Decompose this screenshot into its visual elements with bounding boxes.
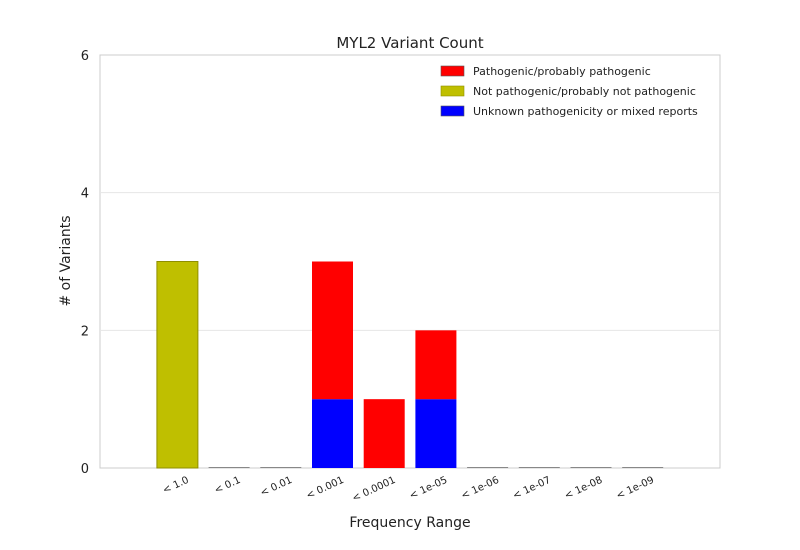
bar-0-3	[312, 399, 353, 468]
bar-0-5	[415, 399, 457, 468]
legend-swatch	[440, 65, 465, 77]
bar-2-4	[363, 399, 405, 468]
legend-swatch	[440, 105, 465, 117]
bar-1-0	[156, 261, 199, 469]
x-tick-label: < 1e-06	[460, 475, 501, 502]
x-tick-label: < 0.1	[213, 475, 243, 497]
x-tick-label: < 1.0	[161, 475, 191, 497]
x-axis-label: Frequency Range	[349, 515, 470, 531]
x-tick-label: < 1e-09	[615, 475, 656, 502]
plot-area	[99, 54, 721, 469]
legend-label: Pathogenic/probably pathogenic	[473, 65, 651, 78]
y-tick-label: 2	[81, 324, 89, 339]
y-tick-label: 0	[81, 462, 89, 477]
y-tick-label: 6	[81, 49, 89, 64]
x-tick-label: < 1e-07	[511, 475, 552, 502]
chart-title: MYL2 Variant Count	[336, 34, 483, 52]
legend-label: Not pathogenic/probably not pathogenic	[473, 85, 696, 98]
grid-lines	[100, 192, 720, 331]
y-tick-labels: 0 2 4 6	[81, 49, 89, 477]
legend-swatch	[440, 85, 465, 97]
bar-2-5	[415, 330, 457, 400]
x-tick-label: < 0.0001	[351, 475, 398, 505]
x-tick-label: < 1e-08	[563, 475, 604, 502]
y-tick-label: 4	[81, 187, 89, 202]
x-tick-labels: < 1.0 < 0.1 < 0.01 < 0.001 < 0.0001 < 1e-05 < …	[161, 475, 656, 505]
x-tick-label: < 0.001	[305, 475, 346, 502]
legend: Pathogenic/probably pathogenic Not pathog…	[440, 65, 698, 118]
legend-label: Unknown pathogenicity or mixed reports	[473, 105, 698, 118]
bars	[156, 261, 664, 469]
x-tick-label: < 1e-05	[408, 475, 449, 502]
bar-2-3	[312, 261, 353, 400]
y-axis-label: # of Variants	[58, 215, 74, 306]
x-tick-label: < 0.01	[259, 475, 294, 499]
